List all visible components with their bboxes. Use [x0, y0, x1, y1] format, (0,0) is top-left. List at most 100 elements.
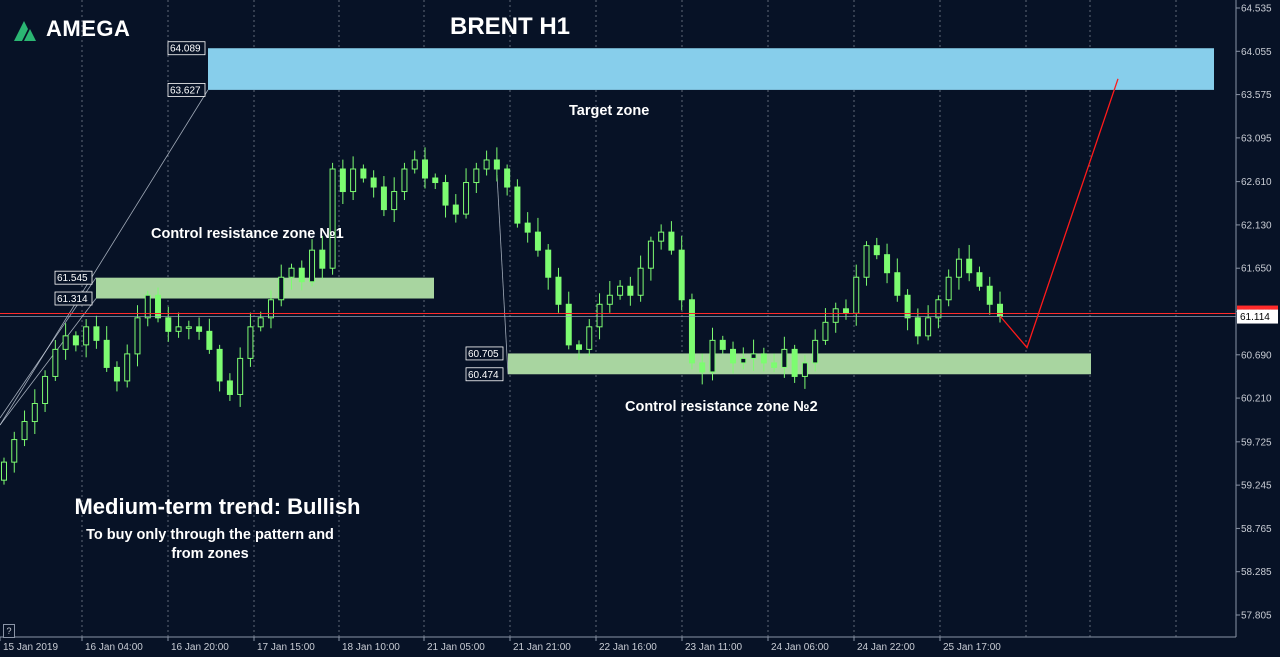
x-tick-label: 21 Jan 05:00 — [427, 642, 485, 653]
candle-body — [31, 402, 38, 423]
zone-price-box — [54, 270, 93, 285]
y-tick-label: 60.210 — [1241, 394, 1272, 405]
candle-body — [904, 294, 911, 319]
y-tick-label: 60.690 — [1241, 350, 1272, 361]
zone-price-text: 60.474 — [468, 370, 499, 381]
candle-body — [586, 326, 593, 350]
candle-body — [699, 362, 706, 373]
candle-body — [504, 168, 511, 188]
candle-body — [842, 308, 849, 314]
zone-price-box — [465, 367, 504, 382]
candle-body — [216, 348, 223, 382]
zone-price-box — [167, 41, 206, 56]
current-price-tag-bg — [1237, 309, 1278, 324]
candle-body — [873, 245, 880, 256]
candle-body — [863, 245, 870, 278]
projection-path — [999, 78, 1119, 349]
zone-price-text: 61.314 — [57, 294, 88, 305]
candle-body — [750, 353, 757, 359]
zones-layer — [96, 48, 1214, 375]
candle-body — [134, 317, 141, 355]
candle-body — [72, 335, 79, 346]
zone-price-label: 61.545 — [54, 270, 93, 285]
trend-line-2: from zones — [171, 546, 249, 562]
control-zone-2-rect — [508, 353, 1091, 375]
candle-body — [165, 317, 172, 332]
candle-body — [709, 339, 716, 373]
x-tick-label: 24 Jan 06:00 — [771, 642, 829, 653]
candle-body — [812, 339, 819, 364]
current-price-line — [0, 313, 1236, 317]
candle-body — [853, 276, 860, 314]
zone-price-box — [465, 346, 504, 361]
candle-body — [719, 339, 726, 350]
candle-body — [298, 267, 305, 283]
candle-body — [565, 303, 572, 346]
candle-body — [442, 182, 449, 206]
candle-body — [21, 421, 28, 441]
x-tick-label: 24 Jan 22:00 — [857, 642, 915, 653]
zone-price-label: 60.705 — [465, 346, 504, 361]
candle-body — [545, 249, 552, 278]
candle-body — [493, 159, 500, 170]
x-tick-label: 16 Jan 20:00 — [171, 642, 229, 653]
candle-body — [391, 191, 398, 211]
zone-price-label: 61.314 — [54, 291, 93, 306]
candle-body — [1, 461, 7, 481]
candle-body — [678, 249, 685, 301]
pattern-guide-line — [496, 174, 509, 375]
candle-body — [524, 222, 531, 233]
candle-body — [822, 321, 829, 341]
candle-body — [832, 308, 839, 323]
candle-body — [463, 182, 470, 215]
candle-body — [637, 267, 644, 296]
zone-price-box — [54, 291, 93, 306]
candle-body — [894, 272, 901, 296]
x-tick-label: 23 Jan 11:00 — [685, 642, 743, 653]
pattern-guide-line — [0, 89, 209, 426]
x-tick-label: 21 Jan 21:00 — [513, 642, 571, 653]
y-tick-label: 64.535 — [1241, 4, 1272, 15]
candle-body — [319, 249, 326, 269]
candle-body — [257, 317, 264, 328]
candle-body — [473, 168, 480, 184]
candle-body — [986, 285, 993, 305]
x-tick-label: 15 Jan 2019 — [3, 642, 58, 653]
x-tick-label: 16 Jan 04:00 — [85, 642, 143, 653]
zone-price-label: 60.474 — [465, 367, 504, 382]
trend-line-1: To buy only through the pattern and — [86, 527, 334, 543]
x-tick-label: 17 Jan 15:00 — [257, 642, 315, 653]
candle-body — [206, 330, 213, 350]
candle-body — [483, 159, 490, 170]
candle-body — [771, 362, 778, 368]
x-tick-label: 18 Jan 10:00 — [342, 642, 400, 653]
help-button[interactable]: ? — [3, 624, 15, 638]
candle-body — [801, 362, 808, 377]
candle-body — [935, 299, 942, 319]
candle-body — [627, 285, 634, 296]
candle-body — [421, 159, 428, 179]
candle-body — [329, 168, 336, 269]
candle-body — [237, 357, 244, 395]
candle-body — [976, 272, 983, 287]
zone-price-label: 63.627 — [167, 82, 206, 97]
target-zone-label: Target zone — [569, 103, 650, 119]
projection-polyline — [999, 78, 1119, 349]
candle-body — [175, 326, 182, 332]
candle-body — [185, 326, 192, 329]
candle-body — [288, 267, 295, 278]
candle-body — [124, 353, 131, 382]
candle-body — [247, 326, 254, 359]
amega-logo: AMEGA — [14, 14, 130, 44]
candle-body — [966, 258, 973, 274]
candle-body — [432, 177, 439, 184]
vertical-grid — [81, 0, 1177, 637]
candle-body — [62, 335, 69, 350]
y-tick-label: 57.805 — [1241, 611, 1272, 622]
candle-body — [884, 254, 891, 274]
candle-body — [688, 299, 695, 364]
candle-body — [42, 375, 49, 404]
candle-body — [113, 366, 120, 382]
candle-body — [309, 249, 316, 283]
